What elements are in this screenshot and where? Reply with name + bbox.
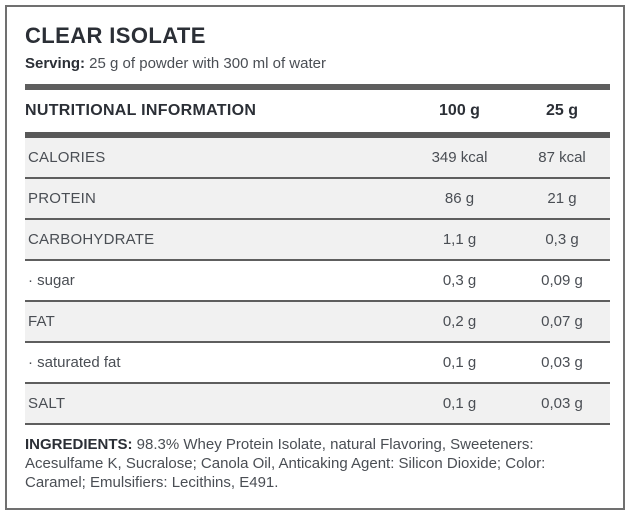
row-value-25g: 0,03 g — [541, 395, 583, 412]
row-label: PROTEIN — [28, 190, 97, 207]
row-label: FAT — [28, 313, 55, 330]
ingredients-label: INGREDIENTS: — [25, 436, 133, 453]
row-value-100g: 0,2 g — [442, 313, 477, 330]
table-header-row: NUTRITIONAL INFORMATION 100 g 25 g — [25, 90, 610, 132]
row-value-100g: 349 kcal — [431, 149, 488, 166]
table-row-salt: SALT 0,1 g 0,03 g — [25, 384, 610, 425]
row-label: · saturated fat — [28, 354, 121, 371]
row-label: CARBOHYDRATE — [28, 231, 155, 248]
serving-line: Serving: 25 g of powder with 300 ml of w… — [25, 55, 610, 73]
row-value-25g: 0,3 g — [545, 231, 579, 248]
page-title: CLEAR ISOLATE — [25, 23, 206, 48]
table-header-100g: 100 g — [439, 102, 480, 119]
row-label: SALT — [28, 395, 66, 412]
row-value-100g: 0,1 g — [442, 395, 477, 412]
divider-bar-top — [25, 84, 610, 90]
row-value-100g: 0,3 g — [442, 272, 477, 289]
table-row-fat: FAT 0,2 g 0,07 g — [25, 302, 610, 343]
ingredients-text: 98.3% Whey Protein Isolate, natural Flav… — [25, 436, 546, 491]
row-value-25g: 87 kcal — [538, 149, 586, 166]
row-value-25g: 0,03 g — [541, 354, 583, 371]
row-label: · sugar — [28, 272, 75, 289]
table-row-carbohydrate: CARBOHYDRATE 1,1 g 0,3 g — [25, 220, 610, 261]
table-row-calories: CALORIES 349 kcal 87 kcal — [25, 138, 610, 179]
row-value-100g: 0,1 g — [442, 354, 477, 371]
table-row-protein: PROTEIN 86 g 21 g — [25, 179, 610, 220]
row-value-25g: 0,07 g — [541, 313, 583, 330]
table-header-25g: 25 g — [545, 102, 578, 119]
table-header-title: NUTRITIONAL INFORMATION — [25, 102, 257, 119]
nutrition-label: CLEAR ISOLATE Serving: 25 g of powder wi… — [5, 5, 625, 510]
serving-text: 25 g of powder with 300 ml of water — [85, 55, 326, 72]
divider-bar-header — [25, 132, 610, 138]
table-row-saturated-fat: · saturated fat 0,1 g 0,03 g — [25, 343, 610, 384]
row-value-100g: 1,1 g — [442, 231, 477, 248]
table-row-sugar: · sugar 0,3 g 0,09 g — [25, 261, 610, 302]
ingredients-paragraph: INGREDIENTS: 98.3% Whey Protein Isolate,… — [25, 435, 610, 492]
row-label: CALORIES — [28, 149, 106, 166]
row-value-25g: 21 g — [547, 190, 577, 207]
row-value-100g: 86 g — [444, 190, 475, 207]
row-value-25g: 0,09 g — [541, 272, 583, 289]
serving-label: Serving: — [25, 55, 86, 72]
